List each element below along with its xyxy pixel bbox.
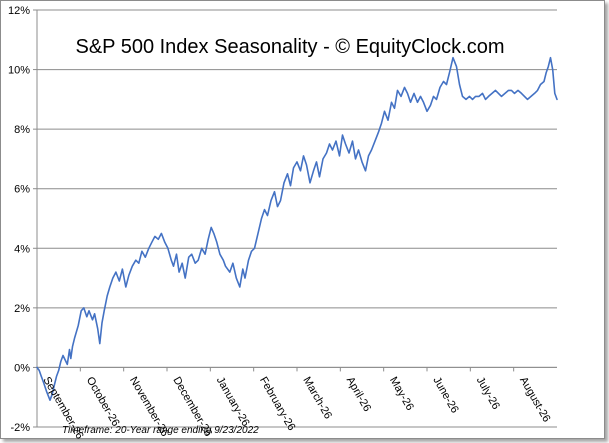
timeframe-footnote: Timeframe: 20-Year range ending 9/23/202… — [62, 425, 259, 436]
x-tick-label: June-26 — [430, 375, 460, 415]
x-tick-label: October-26 — [84, 375, 122, 429]
x-tick-label: January-26 — [214, 375, 252, 429]
series-layer — [36, 56, 558, 402]
y-tick-label: 2% — [14, 303, 30, 315]
y-tick-label: 6% — [14, 184, 30, 196]
y-tick-label: 10% — [8, 65, 30, 77]
x-tick-label: March-26 — [300, 375, 334, 421]
y-tick-label: 0% — [14, 362, 30, 374]
y-axis-tick-labels: -2% 0% 2% 4% 6% 8% 10% 12% — [8, 5, 30, 434]
y-tick-label: 8% — [14, 124, 30, 136]
x-tick-label: May-26 — [387, 375, 416, 413]
y-tick-label: 4% — [14, 243, 30, 255]
series-line — [36, 56, 558, 402]
y-tick-label: -2% — [10, 422, 30, 434]
x-tick-label: July-26 — [474, 375, 502, 412]
gridlines — [37, 9, 557, 428]
x-tick-label: February-26 — [257, 375, 297, 433]
y-tick-label: 12% — [8, 5, 30, 17]
chart-title: S&P 500 Index Seasonality - © EquityCloc… — [75, 36, 504, 58]
x-tick-label: August-26 — [517, 375, 552, 424]
axes — [33, 9, 557, 428]
x-tick-label: April-26 — [344, 375, 373, 414]
